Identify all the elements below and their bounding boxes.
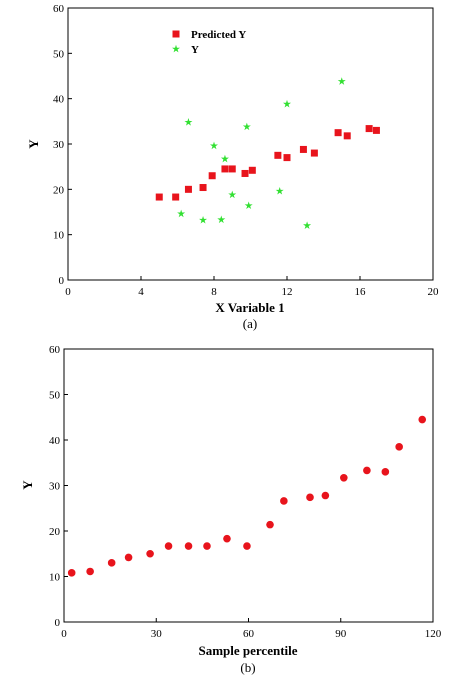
scatter-chart-b: 0 10 20 30 40 50 60 0 30 60 90 120 Y Sample percen… xyxy=(20,344,442,675)
y-point xyxy=(184,118,193,126)
x-tick-label: 4 xyxy=(138,286,144,298)
predicted-y-point xyxy=(343,132,351,140)
y-point xyxy=(337,77,346,85)
data-point xyxy=(363,466,371,475)
predicted-y-point xyxy=(172,193,180,201)
y-point xyxy=(217,215,226,224)
plot-area-b xyxy=(63,348,434,623)
data-point xyxy=(243,542,251,550)
data-point xyxy=(266,520,274,529)
y-point xyxy=(177,209,186,218)
x-tick-label: 60 xyxy=(243,628,255,640)
data-point xyxy=(67,569,76,577)
x-tick-label: 30 xyxy=(151,628,163,640)
data-point xyxy=(146,549,154,558)
y-tick-label: 20 xyxy=(49,526,61,538)
y-tick-label: 30 xyxy=(49,481,61,493)
legend-marker-y xyxy=(172,44,180,53)
predicted-y-point xyxy=(221,165,229,173)
y-point xyxy=(242,122,251,131)
data-point xyxy=(418,415,427,424)
series-y xyxy=(177,77,346,229)
predicted-y-point xyxy=(299,145,307,153)
y-axis-label-a: Y xyxy=(26,139,41,149)
data-point xyxy=(86,567,94,576)
x-tick-label: 0 xyxy=(65,286,71,298)
y-tick-label: 40 xyxy=(53,94,65,106)
data-point xyxy=(223,534,231,543)
y-tick-label: 50 xyxy=(53,48,65,60)
y-axis-ticks-b: 0 10 20 30 40 50 60 xyxy=(49,344,68,629)
y-point xyxy=(220,154,229,163)
y-point xyxy=(210,141,218,150)
x-axis-label-a: X Variable 1 xyxy=(215,300,284,315)
legend-label-predicted-y: Predicted Y xyxy=(191,29,246,41)
y-tick-label: 20 xyxy=(53,184,65,196)
data-point xyxy=(203,542,211,550)
y-axis-ticks-a: 0 10 20 30 40 50 60 xyxy=(53,3,72,287)
x-tick-label: 12 xyxy=(282,286,293,298)
legend-marker-predicted-y xyxy=(172,30,180,38)
y-point xyxy=(275,186,284,195)
y-tick-label: 60 xyxy=(49,344,61,356)
predicted-y-point xyxy=(310,149,318,157)
data-point xyxy=(321,491,330,500)
predicted-y-point xyxy=(365,125,373,133)
predicted-y-point xyxy=(248,166,256,174)
series-sample xyxy=(67,415,427,577)
y-tick-label: 60 xyxy=(53,3,65,15)
predicted-y-point xyxy=(228,165,236,173)
series-predicted-y xyxy=(155,125,380,201)
y-point xyxy=(283,99,291,108)
predicted-y-point xyxy=(199,184,207,192)
y-tick-label: 50 xyxy=(49,390,61,402)
x-axis-ticks-b: 0 30 60 90 120 xyxy=(61,618,442,640)
data-point xyxy=(381,468,390,476)
predicted-y-point xyxy=(155,193,163,201)
plot-area-a xyxy=(67,7,434,281)
data-point xyxy=(107,559,116,567)
x-axis-ticks-a: 0 4 8 12 16 20 xyxy=(65,276,439,298)
y-point xyxy=(228,190,237,199)
data-point xyxy=(164,542,173,550)
data-point xyxy=(306,493,314,502)
predicted-y-point xyxy=(372,126,380,134)
panel-label-b: (b) xyxy=(240,660,255,675)
x-tick-label: 90 xyxy=(335,628,347,640)
legend-label-y: Y xyxy=(191,44,199,56)
legend-a: Predicted Y Y xyxy=(172,29,246,56)
x-axis-label-b: Sample percentile xyxy=(198,643,297,658)
predicted-y-point xyxy=(283,154,291,162)
y-point xyxy=(244,201,253,210)
y-tick-label: 0 xyxy=(55,617,61,629)
data-point xyxy=(280,497,288,505)
predicted-y-point xyxy=(184,185,192,193)
y-axis-label-b: Y xyxy=(20,480,35,490)
data-point xyxy=(184,542,193,550)
y-tick-label: 30 xyxy=(53,139,65,151)
predicted-y-point xyxy=(274,151,282,159)
data-point xyxy=(395,443,403,451)
y-tick-label: 0 xyxy=(59,275,65,287)
y-tick-label: 10 xyxy=(53,230,65,242)
x-tick-label: 16 xyxy=(355,286,367,298)
panel-label-a: (a) xyxy=(243,316,257,331)
x-tick-label: 8 xyxy=(211,286,217,298)
y-point xyxy=(199,215,208,224)
x-tick-label: 20 xyxy=(428,286,440,298)
y-point xyxy=(303,221,312,229)
y-tick-label: 10 xyxy=(49,572,61,584)
y-tick-label: 40 xyxy=(49,435,61,447)
predicted-y-point xyxy=(208,172,216,180)
data-point xyxy=(340,473,348,482)
x-tick-label: 120 xyxy=(425,628,442,640)
predicted-y-point xyxy=(241,169,249,177)
predicted-y-point xyxy=(334,129,342,137)
x-tick-label: 0 xyxy=(61,628,67,640)
data-point xyxy=(124,553,133,562)
